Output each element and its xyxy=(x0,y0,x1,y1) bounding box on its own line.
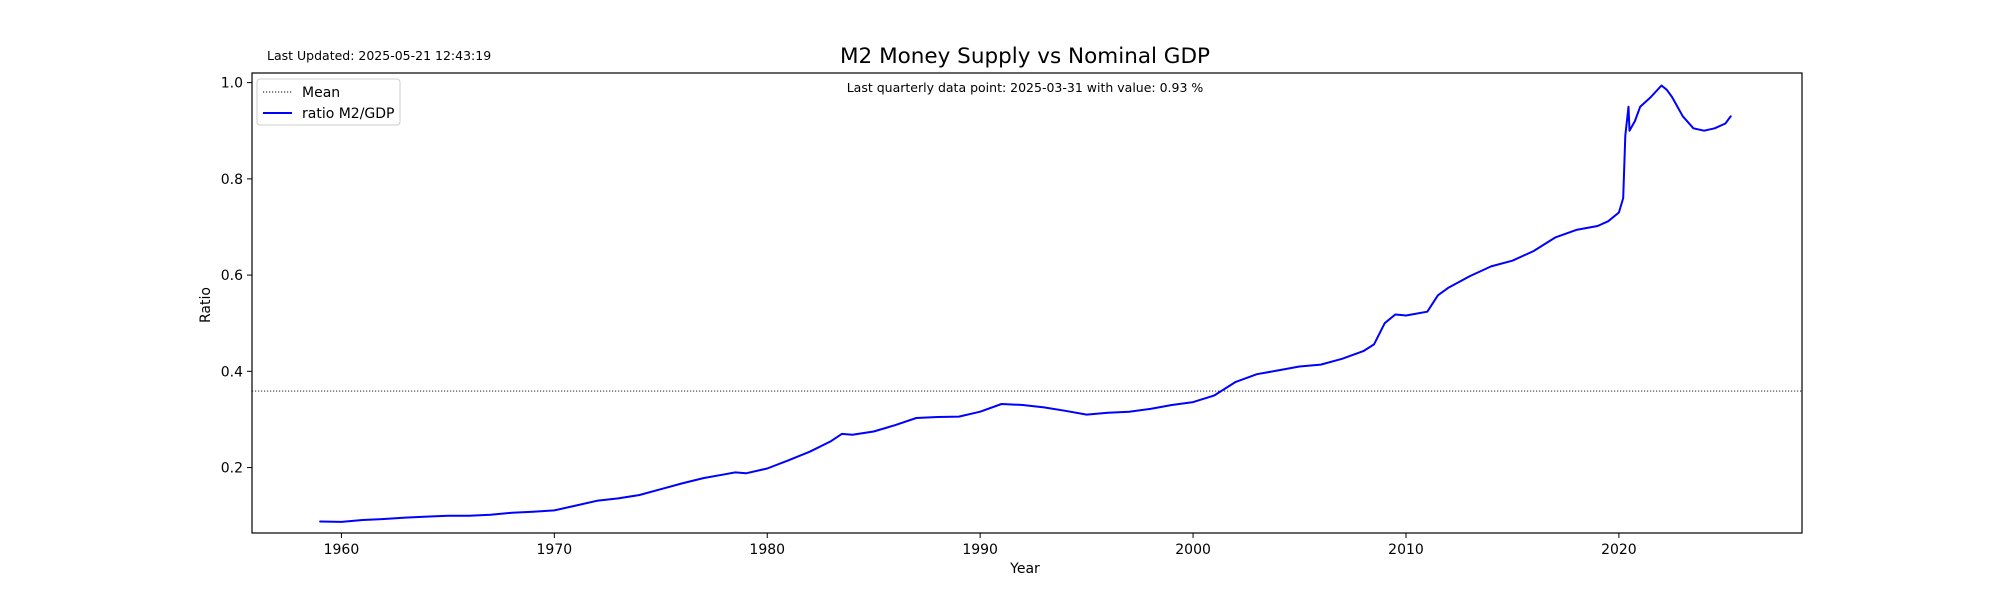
y-tick-label: 0.2 xyxy=(221,461,243,477)
x-tick-label: 2010 xyxy=(1388,542,1424,558)
legend-series-label: ratio M2/GDP xyxy=(302,106,395,122)
y-tick-label: 0.4 xyxy=(221,364,243,380)
x-axis-label: Year xyxy=(1009,561,1040,577)
y-tick-label: 0.6 xyxy=(221,268,243,284)
x-tick-label: 1980 xyxy=(749,542,785,558)
chart-title: M2 Money Supply vs Nominal GDP xyxy=(840,44,1210,69)
y-axis-label: Ratio xyxy=(198,287,214,323)
x-tick-label: 2020 xyxy=(1601,542,1637,558)
x-tick-label: 1970 xyxy=(537,542,573,558)
annotation-label: Last quarterly data point: 2025-03-31 wi… xyxy=(847,80,1204,95)
legend-mean-label: Mean xyxy=(302,85,340,101)
legend: Mean ratio M2/GDP xyxy=(257,79,400,125)
y-tick-label: 0.8 xyxy=(221,172,243,188)
y-tick-label: 1.0 xyxy=(221,76,243,92)
x-tick-label: 1990 xyxy=(962,542,998,558)
last-updated-label: Last Updated: 2025-05-21 12:43:19 xyxy=(267,48,491,63)
x-tick-label: 1960 xyxy=(324,542,360,558)
x-tick-label: 2000 xyxy=(1175,542,1211,558)
